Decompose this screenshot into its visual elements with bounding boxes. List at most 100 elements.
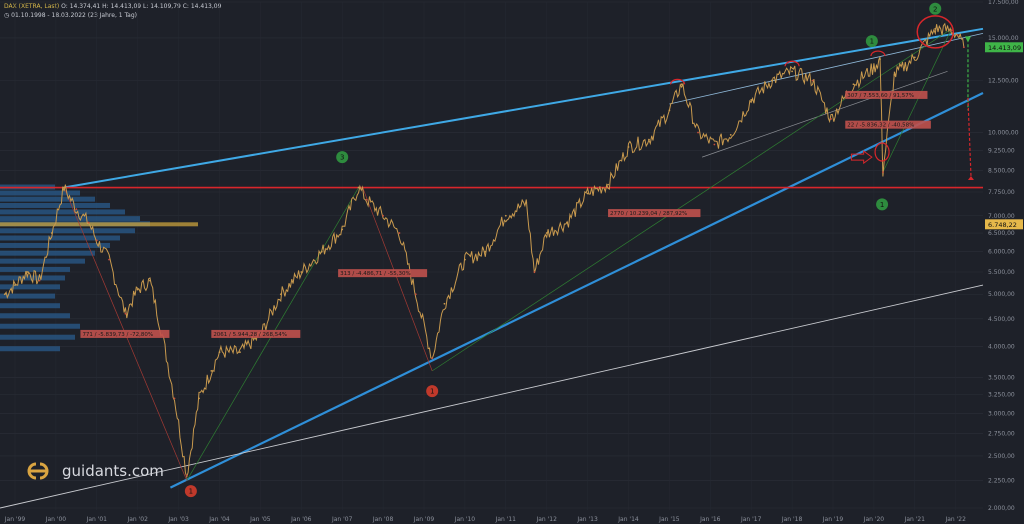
price-data-point xyxy=(956,33,959,36)
price-data-point xyxy=(648,138,650,141)
step-marker xyxy=(929,2,942,15)
x-tick-label: Jan '05 xyxy=(249,516,271,523)
y-tick-label: 17.500,00 xyxy=(988,0,1019,6)
price-data-point xyxy=(185,474,188,477)
volume-profile-bar xyxy=(0,228,135,234)
price-data-point xyxy=(198,397,200,400)
annotation-label: 313 / -4.486,71 / -55,30% xyxy=(340,271,411,277)
trend-segment-red xyxy=(362,187,433,372)
x-tick-label: Jan '19 xyxy=(822,516,844,523)
arrow-head xyxy=(967,176,974,181)
annotation-label: 2770 / 10.239,04 / 287,92% xyxy=(610,211,687,217)
chart-header: DAX (XETRA, Last) O: 14.374,41 H: 14.413… xyxy=(4,3,221,10)
price-data-point xyxy=(525,201,528,204)
arrow-head xyxy=(964,36,971,43)
price-data-point xyxy=(950,29,953,32)
volume-profile-bar xyxy=(0,242,110,248)
price-data-point xyxy=(443,302,446,305)
price-data-point xyxy=(341,228,344,231)
x-tick-label: Jan '06 xyxy=(290,516,312,523)
x-tick-label: Jan '15 xyxy=(658,516,680,523)
highlight-arc xyxy=(669,78,686,85)
volume-profile-bar xyxy=(0,258,85,264)
price-data-point xyxy=(852,83,855,86)
volume-profile-bar xyxy=(0,346,60,352)
long-term-support-line xyxy=(0,284,984,509)
x-tick-label: Jan '04 xyxy=(208,516,230,523)
price-data-point xyxy=(239,351,241,354)
volume-profile-bar xyxy=(0,216,140,222)
price-data-point xyxy=(533,271,536,273)
price-data-point xyxy=(962,46,965,49)
x-tick-label: Jan '14 xyxy=(617,516,639,523)
x-tick-label: Jan '03 xyxy=(167,516,189,523)
volume-profile-bar xyxy=(0,313,70,319)
price-data-point xyxy=(791,70,793,73)
x-tick-label: Jan '08 xyxy=(372,516,394,523)
y-tick-label: 3.000,00 xyxy=(988,410,1015,417)
price-data-point xyxy=(566,221,569,224)
price-data-point xyxy=(50,232,53,234)
trend-segment-green xyxy=(431,28,952,372)
x-tick-label: Jan '01 xyxy=(86,516,108,523)
volume-profile-bar xyxy=(0,275,65,281)
price-data-point xyxy=(879,58,881,61)
price-data-point xyxy=(680,83,683,86)
x-tick-label: Jan '13 xyxy=(576,516,598,523)
date-span: (23 Jahre, 1 Tag) xyxy=(87,12,137,19)
price-data-point xyxy=(279,293,282,296)
price-data-point xyxy=(713,143,716,146)
price-data-point xyxy=(320,250,323,253)
price-data-point xyxy=(627,146,630,148)
price-data-point xyxy=(873,66,875,69)
step-marker xyxy=(865,35,878,48)
price-data-point xyxy=(770,79,773,82)
y-tick-label: 4.500,00 xyxy=(988,316,1015,323)
current-price-value: 14.413,09 xyxy=(988,44,1021,52)
price-data-point xyxy=(586,192,589,195)
x-tick-label: Jan '20 xyxy=(863,516,885,523)
annotation-label: 22 / -5.836,32 / -40,58% xyxy=(847,123,914,129)
volume-poc-bar xyxy=(0,222,198,227)
y-tick-label: 6.500,00 xyxy=(988,230,1015,237)
upper-channel-inner-line xyxy=(669,32,984,105)
price-data-point xyxy=(697,131,699,134)
price-data-point xyxy=(382,214,384,217)
pointer-arrow-icon xyxy=(850,150,873,165)
y-tick-label: 6.000,00 xyxy=(988,249,1015,256)
instrument-name: DAX (XETRA, Last) xyxy=(4,3,60,10)
price-data-point xyxy=(545,232,548,234)
y-tick-label: 15.000,00 xyxy=(988,35,1019,42)
volume-profile-bar xyxy=(0,235,120,241)
price-data-point xyxy=(95,239,98,242)
price-data-point xyxy=(398,232,401,234)
price-data-point xyxy=(484,250,487,253)
annotation-label-bg xyxy=(845,90,928,99)
volume-profile-bar xyxy=(0,196,95,202)
price-series-line xyxy=(4,22,965,479)
y-tick-label: 8.500,00 xyxy=(988,167,1015,174)
price-data-point xyxy=(26,271,29,273)
annotation-label: 307 / 7.553,60 / 91,57% xyxy=(847,93,914,99)
annotation-label-bg xyxy=(211,329,301,338)
volume-profile-bar xyxy=(0,334,75,340)
price-data-point xyxy=(3,293,6,296)
y-tick-label: 12.500,00 xyxy=(988,77,1019,84)
lower-channel-line xyxy=(169,92,984,489)
brand-logo: guidants.com xyxy=(22,460,164,482)
price-data-point xyxy=(75,208,78,211)
step-marker-label: 2 xyxy=(933,5,937,13)
trend-segment-green xyxy=(882,28,952,173)
volume-profile-bar xyxy=(0,266,70,272)
step-marker xyxy=(876,198,889,211)
current-price-tag xyxy=(985,42,1023,53)
upper-channel-line xyxy=(63,27,984,189)
y-tick-label: 4.000,00 xyxy=(988,343,1015,350)
y-tick-label: 3.250,00 xyxy=(988,392,1015,399)
projection-arrow-red xyxy=(967,97,972,177)
price-data-point xyxy=(504,214,507,217)
y-tick-label: 5.500,00 xyxy=(988,269,1015,276)
date-range: 01.10.1998 - 18.03.2022 xyxy=(11,12,86,19)
y-tick-label: 2.500,00 xyxy=(988,453,1015,460)
